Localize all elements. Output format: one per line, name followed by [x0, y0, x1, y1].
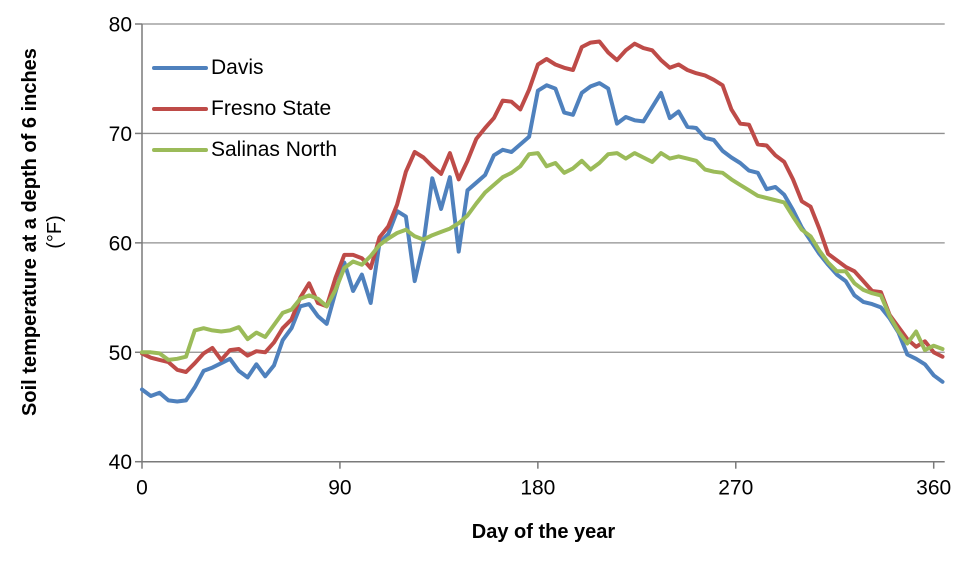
- y-tick-label-40: 40: [109, 451, 132, 474]
- legend-item-fresno-state: Fresno State: [152, 98, 337, 120]
- legend-item-davis: Davis: [152, 57, 337, 79]
- davis-line-swatch: [152, 66, 208, 70]
- series-line-salinas-north: [140, 151, 945, 362]
- y-tick-label-80: 80: [109, 14, 132, 37]
- x-tick-label-180: 180: [520, 477, 555, 500]
- fresno-state-line-swatch: [152, 107, 208, 111]
- series-line-davis: [140, 81, 945, 404]
- x-tick-label-270: 270: [718, 477, 753, 500]
- y-tick-label-70: 70: [109, 123, 132, 146]
- x-axis-title: Day of the year: [471, 521, 616, 543]
- x-tick-label-90: 90: [328, 477, 351, 500]
- x-tick-label-360: 360: [916, 477, 951, 500]
- salinas-north-line-swatch: [152, 148, 208, 152]
- chart-legend: Davis Fresno State Salinas North: [152, 57, 337, 180]
- y-axis-title: Soil temperature at a depth of 6 inches …: [18, 48, 68, 416]
- y-tick-label-60: 60: [109, 232, 132, 255]
- legend-label-salinas-north: Salinas North: [211, 138, 338, 161]
- y-axis-title-text: Soil temperature at a depth of 6 inches: [19, 48, 41, 416]
- x-tick-label-0: 0: [136, 477, 148, 500]
- legend-label-davis: Davis: [211, 56, 264, 79]
- legend-item-salinas-north: Salinas North: [152, 139, 337, 161]
- y-tick-label-50: 50: [109, 342, 132, 365]
- y-axis-unit-text: (°F): [44, 215, 66, 249]
- series-line-fresno-state: [140, 39, 945, 374]
- legend-label-fresno-state: Fresno State: [211, 97, 332, 120]
